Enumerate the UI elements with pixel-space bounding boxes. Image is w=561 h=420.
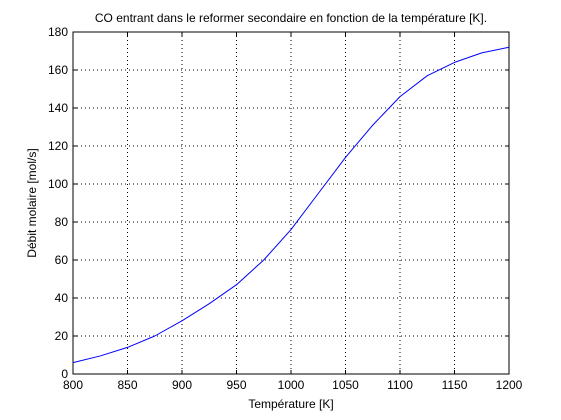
grid (73, 32, 509, 374)
y-tick-label: 20 (55, 329, 69, 343)
y-tick-label: 180 (48, 25, 68, 39)
x-tick-label: 800 (63, 378, 83, 392)
y-tick-label: 80 (55, 215, 69, 229)
y-tick-label: 60 (55, 253, 69, 267)
x-tick-labels: 800 850 900 950 1000 1050 1100 1150 1200 (63, 378, 523, 392)
x-tick-label: 950 (226, 378, 246, 392)
x-tick-label: 1050 (332, 378, 359, 392)
y-tick-label: 0 (61, 367, 68, 381)
chart-title: CO entrant dans le reformer secondaire e… (95, 11, 487, 25)
y-tick-label: 160 (48, 63, 68, 77)
y-tick-label: 120 (48, 139, 68, 153)
x-tick-label: 850 (117, 378, 137, 392)
series-group (72, 46, 510, 364)
x-tick-label: 1100 (387, 378, 413, 392)
x-tick-label: 900 (172, 378, 192, 392)
x-tick-label: 1200 (496, 378, 523, 392)
y-tick-label: 100 (48, 177, 68, 191)
y-axis-label: Débit molaire [mol/s] (25, 148, 39, 257)
x-tick-label: 1150 (442, 378, 468, 392)
y-tick-label: 40 (55, 291, 69, 305)
ticks (72, 31, 510, 375)
x-axis-label: Température [K] (248, 397, 333, 411)
x-tick-label: 1000 (278, 378, 305, 392)
series-line (72, 46, 510, 364)
y-tick-label: 140 (48, 101, 68, 115)
y-tick-labels: 0 20 40 60 80 100 120 140 160 180 (48, 25, 68, 381)
